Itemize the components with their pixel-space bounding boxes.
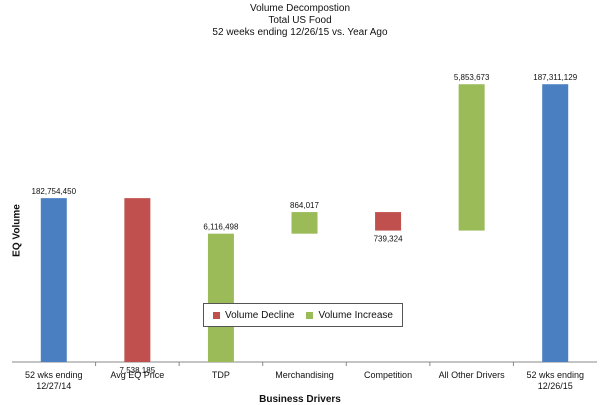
bar-3 — [207, 233, 234, 362]
bar-4 — [291, 212, 318, 234]
chart-subtitle-2: 52 weeks ending 12/26/15 vs. Year Ago — [212, 27, 388, 38]
x-tick-label-1-1: 52 wks ending — [25, 370, 83, 380]
legend-label-decline: Volume Decline — [225, 309, 295, 321]
bar-2 — [124, 198, 151, 362]
x-tick-label-7-2: 12/26/15 — [538, 381, 573, 391]
legend-swatch-increase — [306, 311, 314, 319]
x-tick-label-3: TDP — [212, 370, 230, 380]
data-label-6: 5,853,673 — [454, 73, 490, 82]
data-label-5: 739,324 — [374, 235, 403, 244]
chart-subtitle-1: Total US Food — [268, 15, 332, 26]
x-tick-label-6: All Other Drivers — [439, 370, 506, 380]
x-tick-label-1-2: 12/27/14 — [36, 381, 71, 391]
x-tick-label-5: Competition — [364, 370, 412, 380]
data-label-1: 182,754,450 — [32, 187, 77, 196]
y-axis-label: EQ Volume — [11, 204, 23, 257]
legend-swatch-decline — [213, 311, 220, 319]
legend-item-decline: Volume Decline — [213, 310, 294, 321]
bar-1 — [40, 198, 67, 362]
data-label-4: 864,017 — [290, 201, 319, 210]
legend-item-increase: Volume Increase — [306, 310, 393, 321]
x-tick-label-4: Merchandising — [275, 370, 334, 380]
bar-5 — [375, 212, 402, 231]
legend-label-increase: Volume Increase — [318, 309, 393, 321]
legend: Volume Decline Volume Increase — [203, 303, 403, 327]
x-tick-label-7-1: 52 wks ending — [526, 370, 584, 380]
bar-6 — [458, 84, 485, 231]
data-label-2: 7,538,185 — [120, 366, 156, 375]
x-tick-label-2: Avg EQ Price — [110, 370, 164, 380]
chart-title: Volume Decompostion — [249, 3, 351, 14]
bar-7 — [542, 84, 569, 362]
data-label-7: 187,311,129 — [533, 73, 577, 82]
data-label-3: 6,116,498 — [203, 223, 239, 232]
